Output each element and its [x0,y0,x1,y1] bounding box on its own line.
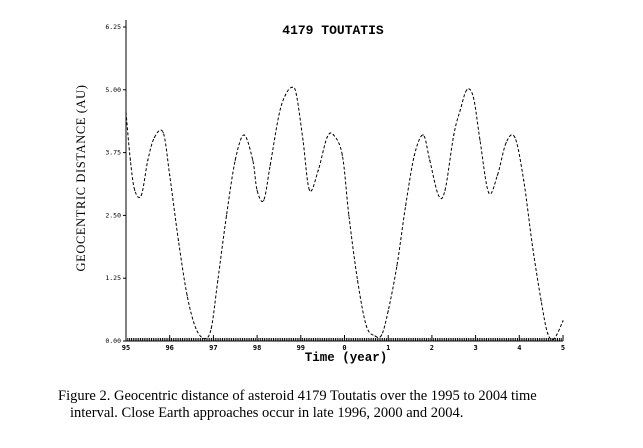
series-group [125,86,564,340]
data-point [374,335,376,337]
data-point [252,159,254,161]
series-line-0 [125,86,564,340]
data-point [479,139,481,141]
data-point [243,134,245,136]
distance-chart: 4179 TOUTATIS GEOCENTRIC DISTANCE (AU) T… [74,20,565,365]
data-point [505,141,507,144]
data-point [225,214,228,216]
data-point [295,94,298,96]
x-ticks: 95 96 97 98 99 0 1 2 3 4 5 [122,335,565,352]
x-minor-ticks [125,338,564,341]
data-point [256,189,258,191]
y-tick-label: 2.50 [105,211,121,219]
x-tick-label: 96 [165,344,173,352]
data-point [514,136,516,139]
data-point [396,265,398,267]
data-point [234,159,236,161]
data-point [302,139,304,141]
x-tick-label: 5 [561,344,565,352]
data-point [263,199,265,201]
data-point [553,337,555,340]
chart-title: 4179 TOUTATIS [282,23,384,38]
y-tick-label: 3.75 [105,149,121,157]
data-point [269,164,271,166]
data-point [140,194,142,196]
y-axis-label: GEOCENTRIC DISTANCE (AU) [74,85,88,272]
data-point [129,159,131,161]
data-point [317,169,319,171]
data-point [437,194,440,196]
figure-caption: Figure 2. Geocentric distance of asteroi… [58,388,618,422]
data-point [405,204,407,206]
data-point [348,214,350,216]
x-tick-label: 1 [386,344,390,352]
data-point [177,239,180,242]
y-ticks: 0.00 1.25 2.50 3.75 5.00 6.25 [105,23,126,345]
data-point [125,111,127,114]
x-tick-label: 97 [209,344,217,352]
data-point [488,192,490,194]
data-point [459,109,461,111]
y-tick-label: 6.25 [105,23,121,31]
x-tick-label: 98 [253,344,261,352]
data-point [357,280,359,282]
data-point [496,174,499,176]
x-tick-label: 4 [517,344,521,352]
data-point [278,114,280,116]
data-point [466,89,468,91]
y-tick-label: 1.25 [105,274,121,282]
caption-line-1: Figure 2. Geocentric distance of asteroi… [58,388,537,404]
data-point [326,136,328,139]
data-point [429,159,431,161]
x-tick-label: 0 [342,344,346,352]
data-point [195,327,197,330]
x-axis-label: Time (year) [305,351,388,365]
y-tick-label: 0.00 [105,337,121,345]
x-tick-label: 3 [473,344,477,352]
data-point [169,174,171,176]
data-point [547,332,549,335]
data-point [540,300,542,302]
data-point [308,189,311,191]
data-point [341,154,343,156]
data-point [134,189,136,191]
data-point [162,131,164,134]
data-point [523,179,525,181]
x-tick-label: 2 [430,344,434,352]
data-point [204,337,206,340]
data-point [332,134,335,136]
x-tick-label: 99 [297,344,305,352]
data-point [562,320,564,322]
data-point [472,96,475,98]
data-point [531,244,534,247]
data-point [444,189,446,191]
data-point [186,295,188,297]
y-tick-label: 5.00 [105,86,121,94]
data-point [153,136,156,139]
data-point [381,334,383,336]
data-point [422,134,424,136]
data-point [291,86,293,88]
data-point [387,310,389,312]
data-point [284,94,287,96]
data-point [217,280,219,282]
data-point [147,159,149,161]
data-point [453,134,455,136]
caption-line-2: interval. Close Earth approaches occur i… [70,405,464,421]
x-tick-label: 95 [122,344,130,352]
data-point [210,327,212,330]
data-point [413,154,416,156]
data-point [365,325,367,327]
